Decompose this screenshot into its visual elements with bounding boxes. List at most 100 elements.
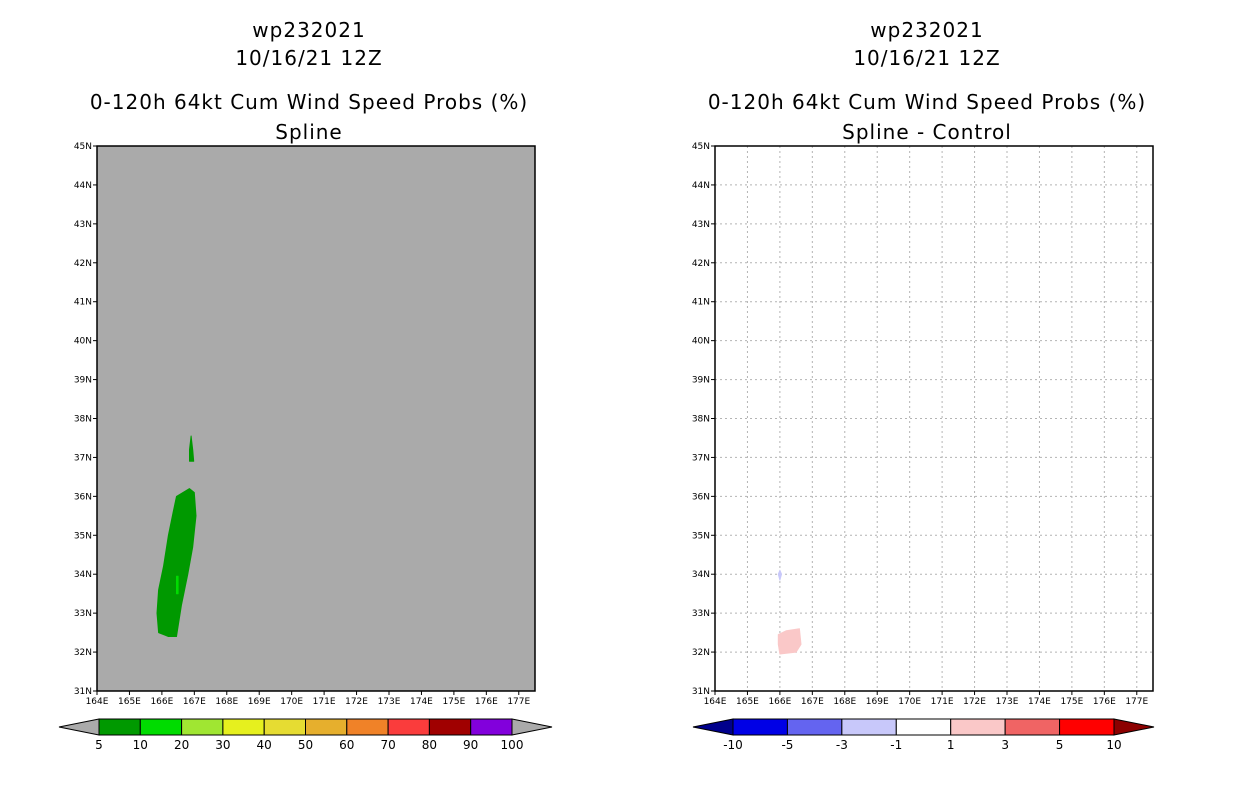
- x-tick-label: 175E: [442, 697, 465, 707]
- x-tick-label: 168E: [215, 697, 238, 707]
- colorbar-label: 100: [501, 738, 524, 752]
- y-tick-label: 33N: [692, 609, 710, 619]
- colorbar-label: 70: [380, 738, 395, 752]
- x-tick-label: 166E: [150, 697, 173, 707]
- colorbar-swatch: [181, 718, 224, 736]
- probability-region: [156, 488, 197, 637]
- y-tick-label: 41N: [692, 298, 710, 308]
- colorbar-label: 30: [215, 738, 230, 752]
- probability-region: [176, 575, 179, 595]
- x-tick-label: 167E: [183, 697, 206, 707]
- colorbar-swatch: [222, 718, 265, 736]
- colorbar-swatch: [346, 718, 389, 736]
- colorbar-swatch: [470, 718, 513, 736]
- date-title: 10/16/21 12Z: [235, 46, 383, 70]
- y-tick-label: 43N: [74, 220, 92, 230]
- y-tick-label: 35N: [74, 531, 92, 541]
- colorbar-label: 80: [422, 738, 437, 752]
- colorbar-label: 10: [133, 738, 148, 752]
- right-plot: 164E 165E 166E 167E 168E 169E 170E 171E 172E 173E…: [692, 142, 1155, 752]
- left-plot: 164E 165E 166E 167E 168E 169E 170E 171E 172E 173E…: [58, 142, 553, 752]
- y-tick-label: 42N: [74, 259, 92, 269]
- colorbar-swatch: [950, 718, 1006, 736]
- colorbar-swatch: [263, 718, 307, 736]
- colorbar-label: 90: [463, 738, 478, 752]
- x-tick-label: 176E: [1093, 697, 1116, 707]
- colorbar-low-arrow: [692, 718, 734, 736]
- colorbar-swatch: [841, 718, 897, 736]
- y-tick-label: 32N: [74, 648, 92, 658]
- colorbar-label: -3: [836, 738, 848, 752]
- x-tick-label: 164E: [86, 697, 109, 707]
- x-tick-label: 169E: [248, 697, 271, 707]
- left-chart-panel: wp232021 10/16/21 12Z 0-120h 64kt Cum Wi…: [58, 18, 553, 752]
- y-tick-label: 41N: [74, 298, 92, 308]
- x-tick-label: 177E: [507, 697, 530, 707]
- x-tick-label: 172E: [345, 697, 368, 707]
- colorbar-swatch: [1004, 718, 1061, 736]
- y-tick-label: 37N: [692, 453, 710, 463]
- colorbar-label: -1: [890, 738, 902, 752]
- x-tick-label: 172E: [963, 697, 986, 707]
- y-tick-label: 31N: [74, 687, 92, 697]
- x-tick-label: 170E: [280, 697, 303, 707]
- right-chart-panel: wp232021 10/16/21 12Z 0-120h 64kt Cum Wi…: [618, 0, 1236, 800]
- colorbar-label: 5: [1056, 738, 1064, 752]
- y-tick-label: 45N: [74, 142, 92, 152]
- colorbar-swatch: [139, 718, 183, 736]
- x-tick-label: 174E: [1028, 697, 1051, 707]
- colorbar-label: -10: [723, 738, 743, 752]
- colorbar-label: 60: [339, 738, 354, 752]
- colorbar-low-arrow: [58, 718, 100, 736]
- colorbar-swatch: [305, 718, 348, 736]
- colorbar-swatch: [895, 718, 952, 736]
- colorbar-label: -5: [781, 738, 793, 752]
- x-tick-label: 175E: [1060, 697, 1083, 707]
- y-tick-label: 40N: [74, 337, 92, 347]
- y-tick-label: 31N: [692, 687, 710, 697]
- colorbar-label: 20: [174, 738, 189, 752]
- colorbar-high-arrow: [1113, 718, 1155, 736]
- x-tick-label: 174E: [410, 697, 433, 707]
- x-tick-label: 165E: [118, 697, 141, 707]
- colorbar-swatch: [387, 718, 430, 736]
- x-tick-label: 173E: [996, 697, 1019, 707]
- colorbar-label: 1: [947, 738, 955, 752]
- y-tick-label: 39N: [692, 376, 710, 386]
- y-tick-label: 35N: [692, 531, 710, 541]
- y-tick-label: 36N: [692, 492, 710, 502]
- colorbar-swatch: [1059, 718, 1115, 736]
- y-tick-label: 33N: [74, 609, 92, 619]
- y-tick-label: 45N: [692, 142, 710, 152]
- probability-region: [189, 435, 195, 462]
- colorbar-label: 10: [1106, 738, 1121, 752]
- y-tick-label: 44N: [74, 181, 92, 191]
- x-tick-label: 170E: [898, 697, 921, 707]
- storm-id-title: wp232021: [870, 18, 984, 42]
- y-tick-label: 40N: [692, 337, 710, 347]
- colorbar-swatch: [786, 718, 843, 736]
- colorbar-swatch: [98, 718, 141, 736]
- x-tick-label: 166E: [768, 697, 791, 707]
- chart-subtitle: Spline - Control: [842, 120, 1012, 144]
- x-tick-label: 176E: [475, 697, 498, 707]
- colorbar-label: 3: [1001, 738, 1009, 752]
- y-tick-label: 44N: [692, 181, 710, 191]
- date-title: 10/16/21 12Z: [853, 46, 1001, 70]
- x-tick-label: 168E: [833, 697, 856, 707]
- colorbar-swatch: [428, 718, 472, 736]
- x-tick-label: 164E: [704, 697, 727, 707]
- chart-title: 0-120h 64kt Cum Wind Speed Probs (%): [707, 90, 1147, 114]
- y-tick-label: 43N: [692, 220, 710, 230]
- chart-title: 0-120h 64kt Cum Wind Speed Probs (%): [89, 90, 529, 114]
- y-tick-label: 32N: [692, 648, 710, 658]
- colorbar-swatch: [732, 718, 788, 736]
- x-tick-label: 167E: [801, 697, 824, 707]
- x-tick-label: 171E: [931, 697, 954, 707]
- colorbar-high-arrow: [511, 718, 553, 736]
- storm-id-title: wp232021: [252, 18, 366, 42]
- colorbar-label: 50: [298, 738, 313, 752]
- y-tick-label: 36N: [74, 492, 92, 502]
- x-tick-label: 169E: [866, 697, 889, 707]
- probability-region: [777, 628, 802, 655]
